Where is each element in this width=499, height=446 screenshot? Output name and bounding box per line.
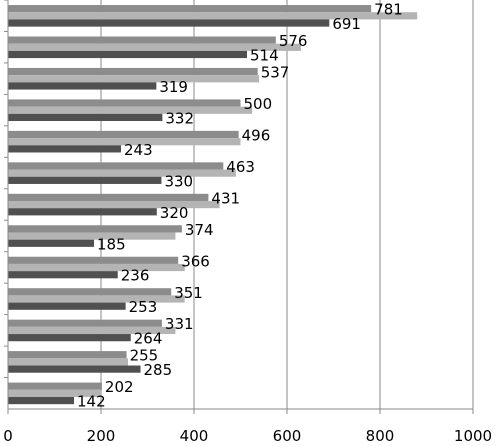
data-label: 332 (165, 109, 194, 127)
bar (8, 201, 220, 209)
bar (8, 130, 239, 139)
bar (8, 365, 141, 373)
x-tick-label: 800 (366, 427, 395, 445)
data-label: 431 (211, 189, 240, 207)
data-label: 374 (185, 221, 214, 239)
bar (8, 208, 157, 216)
bar (8, 288, 172, 296)
bar (8, 43, 301, 51)
bar (8, 382, 102, 390)
bar (8, 106, 253, 114)
x-tick-label: 0 (3, 427, 13, 445)
data-label: 463 (226, 158, 255, 176)
bar (8, 271, 118, 279)
bar (8, 263, 185, 272)
x-tick-labels: 0 200 400 600 800 1000 (3, 427, 492, 445)
bar (8, 326, 176, 335)
bar (8, 12, 418, 20)
x-tick-label: 600 (273, 427, 302, 445)
bar (8, 256, 179, 264)
bar (8, 302, 126, 310)
bar (8, 239, 95, 247)
data-label: 255 (130, 347, 159, 365)
data-label: 202 (105, 378, 134, 396)
bar (8, 176, 162, 184)
bar (8, 396, 75, 405)
bar (8, 319, 162, 327)
bar (8, 145, 121, 153)
data-label: 285 (144, 361, 173, 379)
bar (8, 99, 241, 107)
data-label: 781 (374, 1, 403, 19)
bar (8, 138, 241, 146)
data-label: 319 (159, 78, 188, 96)
data-label: 500 (244, 95, 273, 113)
bar (8, 389, 101, 397)
data-label: 185 (97, 235, 126, 253)
bar (8, 36, 276, 44)
data-label: 253 (129, 298, 158, 316)
data-label: 331 (165, 315, 194, 333)
data-label: 366 (181, 252, 210, 270)
x-tick-label: 200 (87, 427, 116, 445)
data-label: 236 (121, 267, 150, 285)
bar (8, 162, 224, 170)
bar (8, 75, 260, 83)
bar (8, 193, 209, 202)
bar (8, 113, 163, 122)
bar (8, 358, 128, 366)
bar (8, 19, 330, 27)
bar (8, 82, 157, 90)
data-label: 330 (164, 172, 193, 190)
data-label: 320 (160, 204, 189, 222)
bar (8, 351, 127, 359)
bar (8, 232, 176, 240)
data-label: 514 (250, 46, 279, 64)
data-label: 351 (174, 284, 203, 302)
data-label: 576 (279, 32, 308, 50)
data-label: 243 (124, 141, 153, 159)
data-label: 496 (242, 126, 271, 144)
data-label: 691 (332, 15, 361, 33)
x-tick-label: 400 (180, 427, 209, 445)
bar (8, 295, 185, 303)
bar (8, 169, 236, 177)
bar (8, 225, 182, 233)
data-label: 142 (77, 393, 106, 411)
bar (8, 5, 372, 13)
bar (8, 50, 248, 59)
bar (8, 334, 131, 342)
x-tick-label: 1000 (454, 427, 492, 445)
bars (8, 5, 418, 405)
axes (4, 0, 474, 414)
data-label: 264 (134, 330, 163, 348)
data-label: 537 (261, 64, 290, 82)
bar (8, 67, 258, 76)
